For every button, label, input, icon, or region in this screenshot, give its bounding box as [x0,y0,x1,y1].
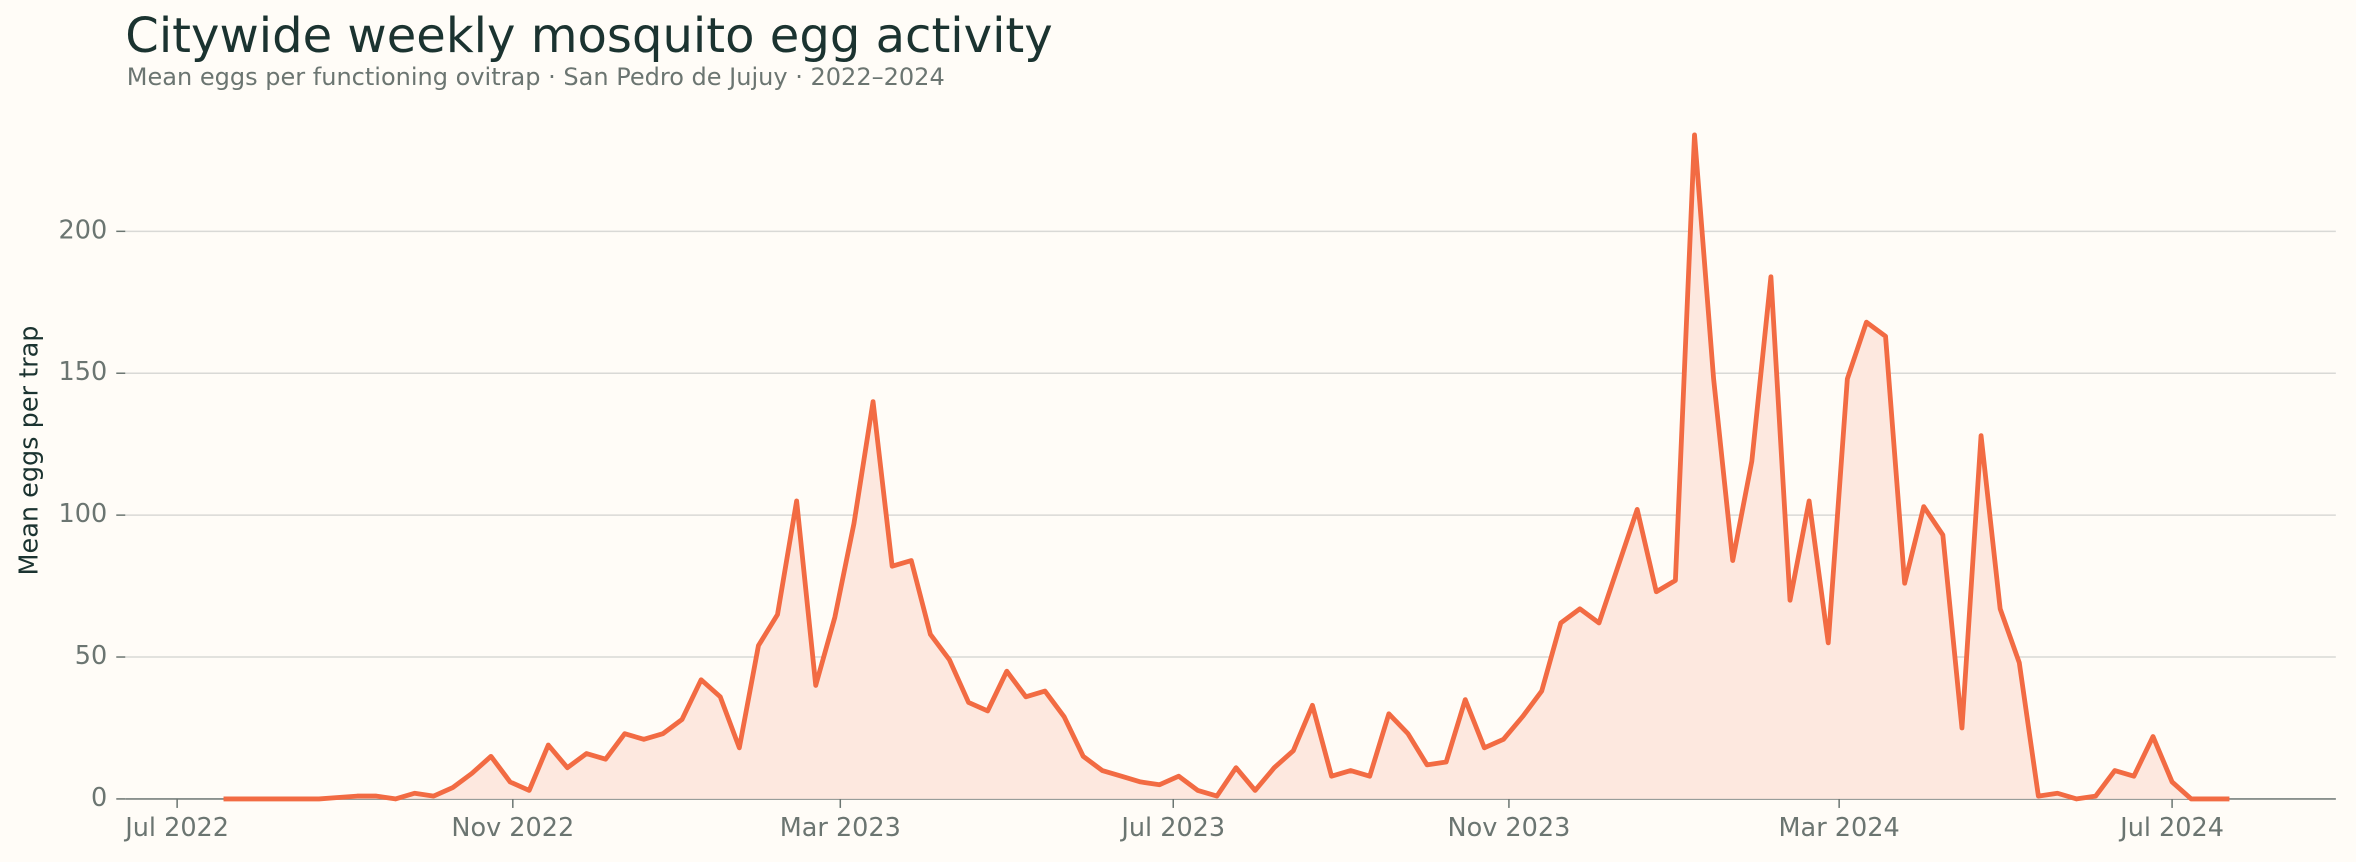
x-tick-label: Nov 2023 [1447,813,1570,843]
y-axis-label: Mean eggs per trap [15,326,45,576]
x-tick-label: Mar 2023 [780,813,901,843]
y-tick-label: 50 [75,641,107,671]
line [223,132,2230,802]
area [223,134,2230,799]
y-tick-label: 100 [59,499,108,529]
y-tick-label: 150 [59,357,108,387]
x-tick-label: Jul 2022 [123,813,229,843]
chart-subtitle: Mean eggs per functioning ovitrap · San … [127,63,945,91]
x-tick-label: Jul 2024 [2118,813,2224,843]
x-tick-label: Nov 2022 [451,813,574,843]
y-tick-label: 0 [91,783,107,813]
x-tick-label: Mar 2024 [1779,813,1900,843]
chart-title: Citywide weekly mosquito egg activity [125,8,1052,64]
x-tick-label: Jul 2023 [1119,813,1225,843]
y-tick-label: 200 [59,215,108,245]
